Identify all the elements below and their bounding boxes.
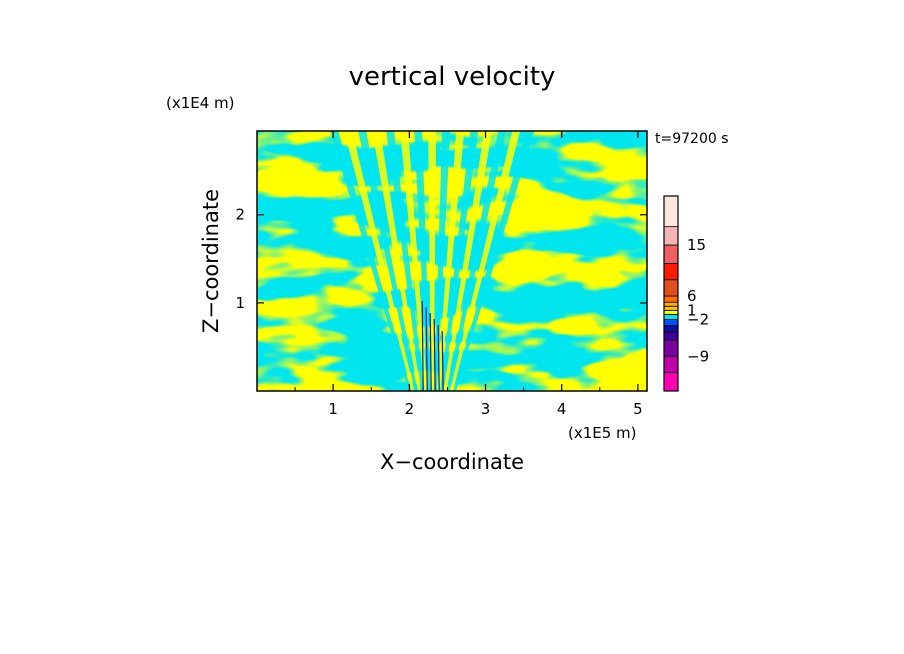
colorbar-labels: 15 61−2 −9 bbox=[687, 236, 709, 365]
plume-band bbox=[358, 131, 418, 391]
plume-band bbox=[437, 131, 465, 391]
y-tick-label: 2 bbox=[235, 206, 245, 224]
plume-band bbox=[443, 131, 493, 391]
colorbar-segment bbox=[663, 279, 679, 297]
y-unit-label: (x1E4 m) bbox=[166, 94, 235, 112]
plume-band bbox=[440, 131, 479, 391]
colorbar-segment bbox=[663, 305, 679, 311]
colorbar-label: −2 bbox=[687, 311, 709, 329]
colorbar-segment bbox=[663, 314, 679, 320]
chart-title: vertical velocity bbox=[349, 62, 556, 92]
plume-band bbox=[372, 131, 421, 391]
colorbar-segment bbox=[663, 339, 679, 357]
colorbar-segment bbox=[663, 331, 679, 341]
plot-area bbox=[257, 131, 647, 391]
colorbar-segment bbox=[663, 244, 679, 264]
time-label: t=97200 s bbox=[655, 131, 729, 147]
x-tick-label: 4 bbox=[557, 400, 567, 418]
plume-band bbox=[386, 131, 425, 391]
x-tick-label: 2 bbox=[405, 400, 415, 418]
colorbar-segment bbox=[663, 301, 679, 307]
colorbar-segment bbox=[663, 295, 679, 303]
colorbar-segment bbox=[663, 325, 679, 333]
y-tick-label: 1 bbox=[235, 294, 245, 312]
x-tick-label: 1 bbox=[328, 400, 338, 418]
x-unit-label: (x1E5 m) bbox=[568, 424, 637, 442]
plume-band bbox=[446, 131, 507, 391]
plume-band bbox=[453, 131, 535, 391]
plume-band bbox=[400, 131, 428, 391]
x-tick-label: 3 bbox=[481, 400, 491, 418]
colorbar-frame bbox=[663, 195, 679, 392]
plume-band bbox=[330, 131, 412, 391]
plume-band bbox=[449, 131, 521, 391]
central-plume bbox=[330, 131, 535, 391]
colorbar bbox=[663, 195, 679, 392]
colorbar-segment bbox=[663, 372, 679, 392]
x-tick-label: 5 bbox=[633, 400, 643, 418]
plume-core-streak bbox=[421, 300, 424, 391]
x-axis-label: X−coordinate bbox=[380, 450, 524, 474]
x-axis: 1 2 3 4 5 bbox=[294, 131, 643, 418]
colorbar-segment bbox=[663, 195, 679, 228]
plume-core-streak bbox=[433, 318, 436, 391]
plot-frame bbox=[256, 130, 648, 392]
colorbar-segment bbox=[663, 319, 679, 327]
plume-core-streak bbox=[425, 306, 428, 391]
colorbar-label: 1 bbox=[687, 301, 697, 319]
y-axis: 12 bbox=[235, 206, 647, 312]
colorbar-segment bbox=[663, 226, 679, 246]
colorbar-label: 15 bbox=[687, 236, 706, 254]
colorbar-segment bbox=[663, 262, 679, 281]
plume-core-streak bbox=[441, 330, 444, 391]
colorbar-segment bbox=[663, 309, 679, 315]
colorbar-label: −9 bbox=[687, 347, 709, 365]
colorbar-segment bbox=[663, 355, 679, 374]
plume-band bbox=[344, 131, 415, 391]
colorbar-label: 6 bbox=[687, 287, 697, 305]
plume-core-streak bbox=[437, 324, 440, 391]
plume-core-streak bbox=[429, 312, 432, 391]
y-axis-label: Z−coordinate bbox=[199, 189, 223, 333]
